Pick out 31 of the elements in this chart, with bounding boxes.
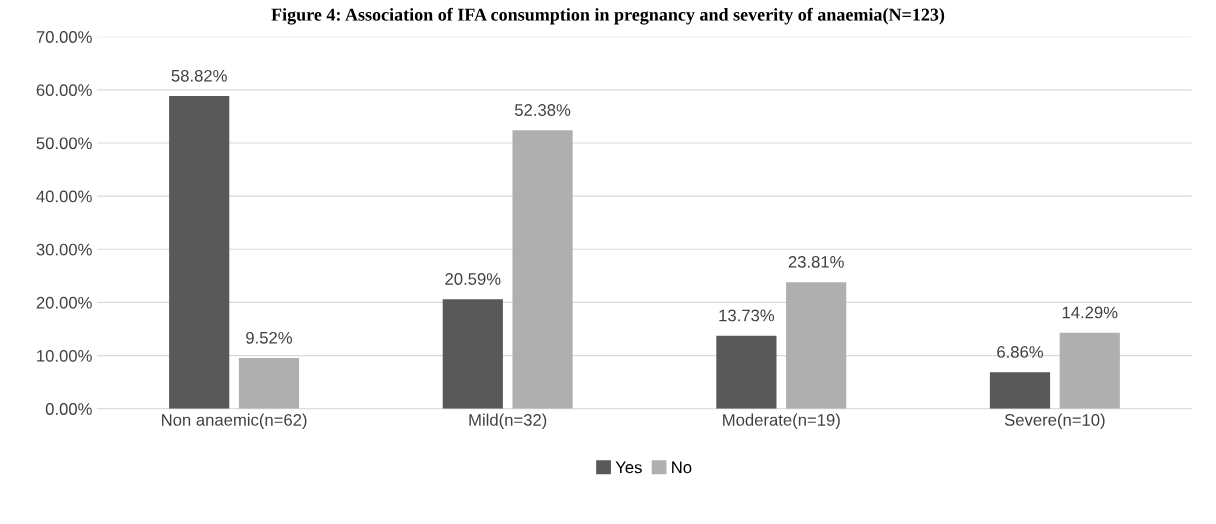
bar — [989, 372, 1051, 409]
legend-label: Yes — [615, 461, 642, 474]
x-tick-label: Mild(n=32) — [469, 413, 547, 430]
data-label: 9.52% — [246, 331, 292, 344]
data-label: 52.38% — [514, 104, 571, 116]
bar — [786, 282, 847, 409]
data-label: 23.81% — [788, 255, 844, 268]
bar — [1059, 332, 1120, 409]
x-tick-label: Non anaemic(n=62) — [162, 413, 307, 430]
data-label: 58.82% — [171, 69, 227, 82]
data-label: 6.86% — [997, 346, 1044, 358]
bar — [512, 130, 573, 409]
legend-label: No — [672, 461, 692, 474]
data-label: 20.59% — [445, 273, 501, 285]
bar — [442, 299, 503, 409]
bar — [716, 335, 777, 409]
y-tick-label: 40.00% — [36, 190, 92, 203]
y-tick-label: 0.00% — [45, 403, 92, 415]
y-tick-label: 50.00% — [36, 137, 92, 150]
y-tick-label: 10.00% — [37, 349, 92, 362]
y-tick-label: 60.00% — [36, 84, 92, 97]
bar — [169, 96, 230, 409]
x-tick-label: Severe(n=10) — [1004, 413, 1105, 430]
bar — [238, 358, 300, 409]
y-tick-label: 20.00% — [36, 296, 92, 309]
data-label: 14.29% — [1062, 306, 1118, 319]
data-label: 13.73% — [719, 309, 775, 322]
x-tick-label: Moderate(n=19) — [723, 413, 840, 430]
y-tick-label: 70.00% — [36, 31, 92, 43]
chart-title: Figure 4: Association of IFA consumption in pregnancy and severity of anaemia(N=123) — [271, 7, 945, 25]
y-tick-label: 30.00% — [36, 243, 92, 256]
